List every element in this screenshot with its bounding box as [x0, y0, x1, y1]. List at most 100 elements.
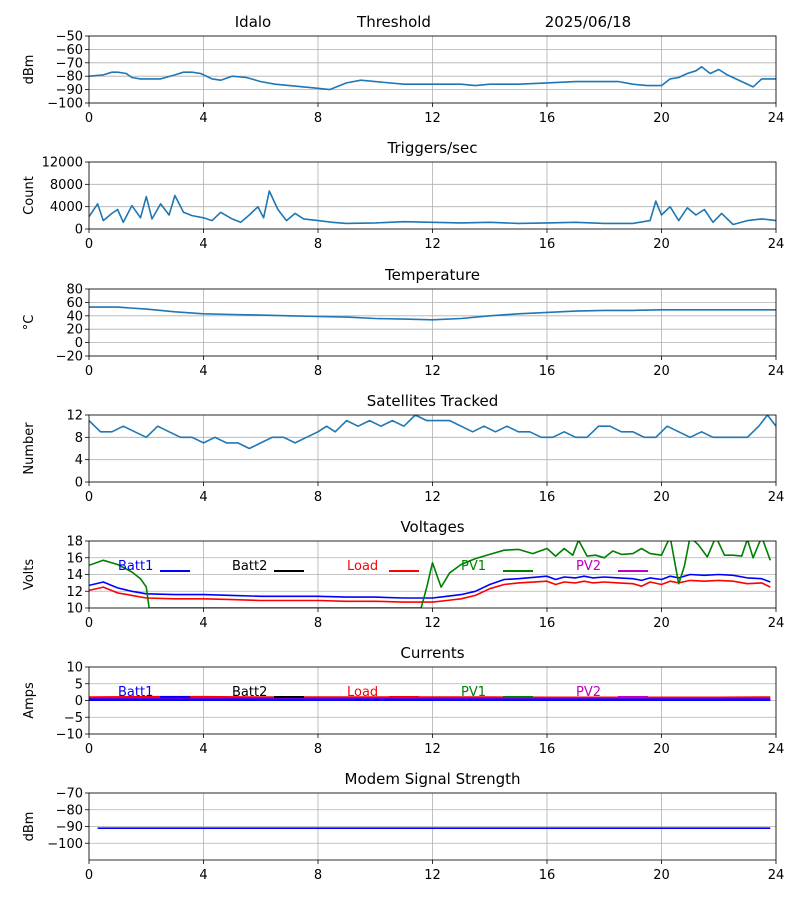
panel-title: Triggers/sec — [387, 139, 478, 157]
y-tick-label: 12 — [66, 409, 83, 424]
x-tick-label: 16 — [539, 868, 556, 883]
panel-signal: 0 4 8 12 16 20 24 −100−90−80−70−60−50 dBm — [22, 30, 784, 127]
y-tick-label: 4000 — [50, 200, 83, 215]
series-group — [89, 415, 776, 450]
y-axis-label: Volts — [22, 559, 37, 591]
x-tick-label: 8 — [314, 616, 322, 631]
x-tick-label: 20 — [653, 490, 670, 505]
x-tick-label: 0 — [85, 237, 93, 252]
x-tick-label: 12 — [424, 111, 441, 126]
panel-satellites: 0 4 8 12 16 20 24 0 4 8 12 Satellites Tracked Number — [22, 392, 784, 505]
panel-title: Satellites Tracked — [367, 392, 498, 410]
x-tick-label: 0 — [85, 742, 93, 757]
series-group — [89, 695, 771, 702]
x-tick-label: 20 — [653, 237, 670, 252]
x-tick-label: 12 — [424, 742, 441, 757]
y-tick-label: 14 — [66, 568, 83, 583]
x-tick-label: 24 — [768, 237, 785, 252]
legend: Batt1 Batt2 Load PV1 PV2 — [118, 559, 648, 574]
y-tick-label: −100 — [47, 97, 83, 112]
x-tick-label: 20 — [653, 364, 670, 379]
x-tick-label: 24 — [768, 364, 785, 379]
y-tick-label: −60 — [56, 43, 83, 58]
x-tick-label: 24 — [768, 742, 785, 757]
y-tick-label: 12 — [66, 585, 83, 600]
x-tick-label: 0 — [85, 364, 93, 379]
x-tick-label: 8 — [314, 742, 322, 757]
panel-title: Currents — [400, 644, 464, 662]
y-tick-label: 0 — [75, 223, 83, 238]
legend-label-batt1: Batt1 — [118, 685, 153, 700]
x-tick-label: 4 — [199, 364, 207, 379]
y-tick-label: 12000 — [42, 156, 83, 171]
legend-label-load: Load — [347, 559, 378, 574]
x-tick-label: 24 — [768, 490, 785, 505]
x-tick-label: 12 — [424, 237, 441, 252]
x-tick-label: 20 — [653, 616, 670, 631]
legend-label-batt2: Batt2 — [232, 559, 267, 574]
y-tick-label: −80 — [56, 70, 83, 85]
x-tick-label: 4 — [199, 490, 207, 505]
y-tick-label: −5 — [64, 711, 83, 726]
y-tick-label: 8000 — [50, 178, 83, 193]
date-label: 2025/06/18 — [545, 13, 631, 31]
x-tick-label: 0 — [85, 616, 93, 631]
x-tick-label: 24 — [768, 111, 785, 126]
y-tick-label: 5 — [75, 677, 83, 692]
y-axis-label: °C — [22, 315, 37, 331]
y-tick-label: −80 — [56, 803, 83, 818]
y-tick-label: −90 — [56, 83, 83, 98]
mode-label: Threshold — [356, 13, 431, 31]
header: Idalo Threshold 2025/06/18 — [235, 13, 631, 31]
y-tick-label: 18 — [66, 535, 83, 550]
panel-modem: 0 4 8 12 16 20 24 −100 −90 −80−70 Modem Signal Str… — [22, 770, 784, 883]
y-tick-label: −90 — [56, 820, 83, 835]
series-line-load — [89, 695, 771, 700]
x-tick-label: 0 — [85, 490, 93, 505]
x-tick-label: 20 — [653, 111, 670, 126]
series-line-load — [89, 579, 771, 603]
station-name: Idalo — [235, 13, 271, 31]
x-tick-label: 16 — [539, 364, 556, 379]
x-tick-label: 24 — [768, 868, 785, 883]
panel-title: Modem Signal Strength — [345, 770, 521, 788]
y-tick-label: −100 — [47, 837, 83, 852]
x-tick-label: 20 — [653, 868, 670, 883]
series-line — [89, 306, 776, 321]
y-tick-label: 60 — [66, 296, 83, 311]
y-tick-label: −10 — [56, 728, 83, 743]
x-tick-label: 12 — [424, 364, 441, 379]
x-tick-label: 16 — [539, 742, 556, 757]
y-tick-label: 20 — [66, 323, 83, 338]
legend-label-pv1: PV1 — [461, 685, 486, 700]
y-axis-label: Amps — [22, 682, 37, 719]
panel-title: Voltages — [400, 518, 464, 536]
y-tick-label: 8 — [75, 431, 83, 446]
x-tick-label: 0 — [85, 868, 93, 883]
x-tick-label: 8 — [314, 237, 322, 252]
legend-label-load: Load — [347, 685, 378, 700]
y-tick-label: −20 — [56, 350, 83, 365]
panel-title: Temperature — [384, 266, 480, 284]
x-tick-label: 24 — [768, 616, 785, 631]
y-tick-label: −70 — [56, 56, 83, 71]
x-tick-label: 12 — [424, 616, 441, 631]
y-tick-label: −50 — [56, 30, 83, 45]
y-tick-label: −70 — [56, 787, 83, 802]
x-tick-label: 12 — [424, 490, 441, 505]
series-group — [89, 66, 776, 91]
y-tick-label: 0 — [75, 476, 83, 491]
x-tick-label: 16 — [539, 490, 556, 505]
legend: Batt1 Batt2 Load PV1 PV2 — [118, 685, 648, 700]
y-tick-label: 10 — [66, 602, 83, 617]
x-tick-label: 4 — [199, 237, 207, 252]
legend-label-pv2: PV2 — [576, 685, 601, 700]
x-tick-label: 0 — [85, 111, 93, 126]
y-tick-label: 40 — [66, 309, 83, 324]
y-tick-label: 10 — [66, 661, 83, 676]
